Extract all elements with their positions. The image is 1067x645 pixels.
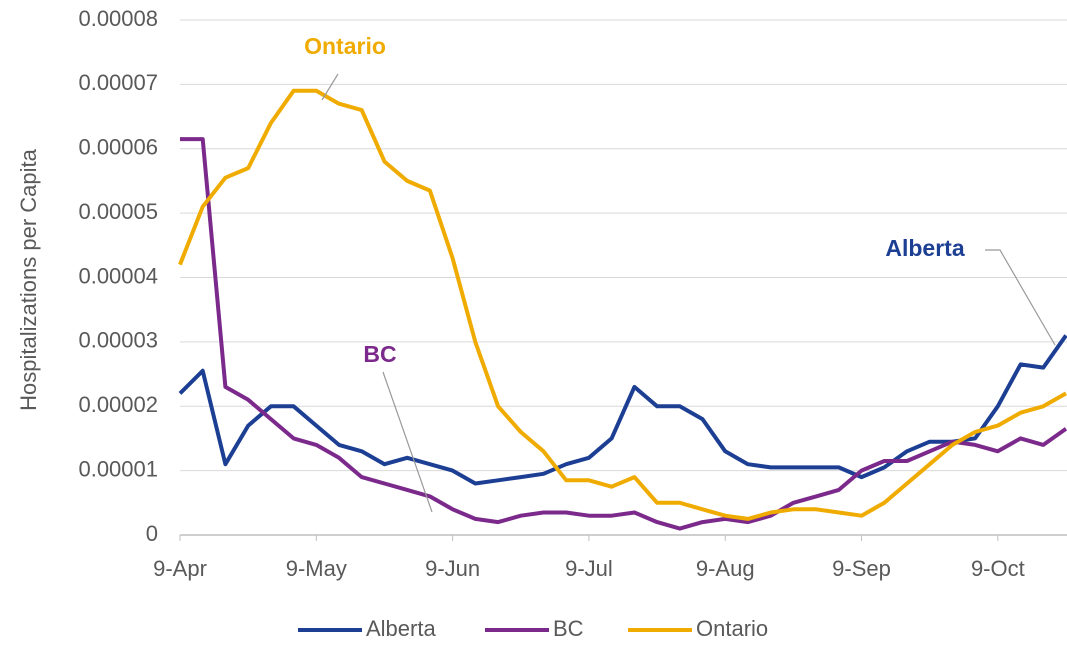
y-tick-label: 0.00003: [78, 328, 158, 353]
legend-label: Ontario: [696, 616, 768, 641]
grid: [180, 19, 1067, 536]
x-tick-label: 9-May: [286, 556, 347, 581]
y-tick-label: 0.00004: [78, 263, 158, 288]
legend-label: Alberta: [366, 616, 436, 641]
x-tick-label: 9-Oct: [971, 556, 1025, 581]
series-line: [180, 137, 1067, 531]
annotation: Ontario: [304, 33, 386, 59]
leader-line: [985, 249, 1056, 346]
y-tick-label: 0: [146, 521, 158, 546]
annotation: Alberta: [885, 235, 964, 261]
annotation: BC: [363, 341, 396, 367]
x-tick-label: 9-Sep: [832, 556, 891, 581]
leader-line: [382, 371, 433, 513]
leader-line: [321, 73, 339, 101]
x-tick-label: 9-Jun: [425, 556, 480, 581]
series-line: [178, 88, 1067, 521]
x-tick-label: 9-Apr: [153, 556, 207, 581]
y-axis-label: Hospitalizations per Capita: [16, 148, 41, 410]
y-tick-label: 0.00006: [78, 135, 158, 160]
y-tick-label: 0.00007: [78, 70, 158, 95]
y-tick-label: 0.00005: [78, 199, 158, 224]
x-tick-label: 9-Jul: [565, 556, 613, 581]
y-tick-label: 0.00008: [78, 6, 158, 31]
x-tick-label: 9-Aug: [696, 556, 755, 581]
legend-label: BC: [553, 616, 584, 641]
plot: [178, 88, 1067, 531]
y-tick-label: 0.00002: [78, 392, 158, 417]
series-line: [178, 334, 1067, 486]
y-tick-label: 0.00001: [78, 456, 158, 481]
